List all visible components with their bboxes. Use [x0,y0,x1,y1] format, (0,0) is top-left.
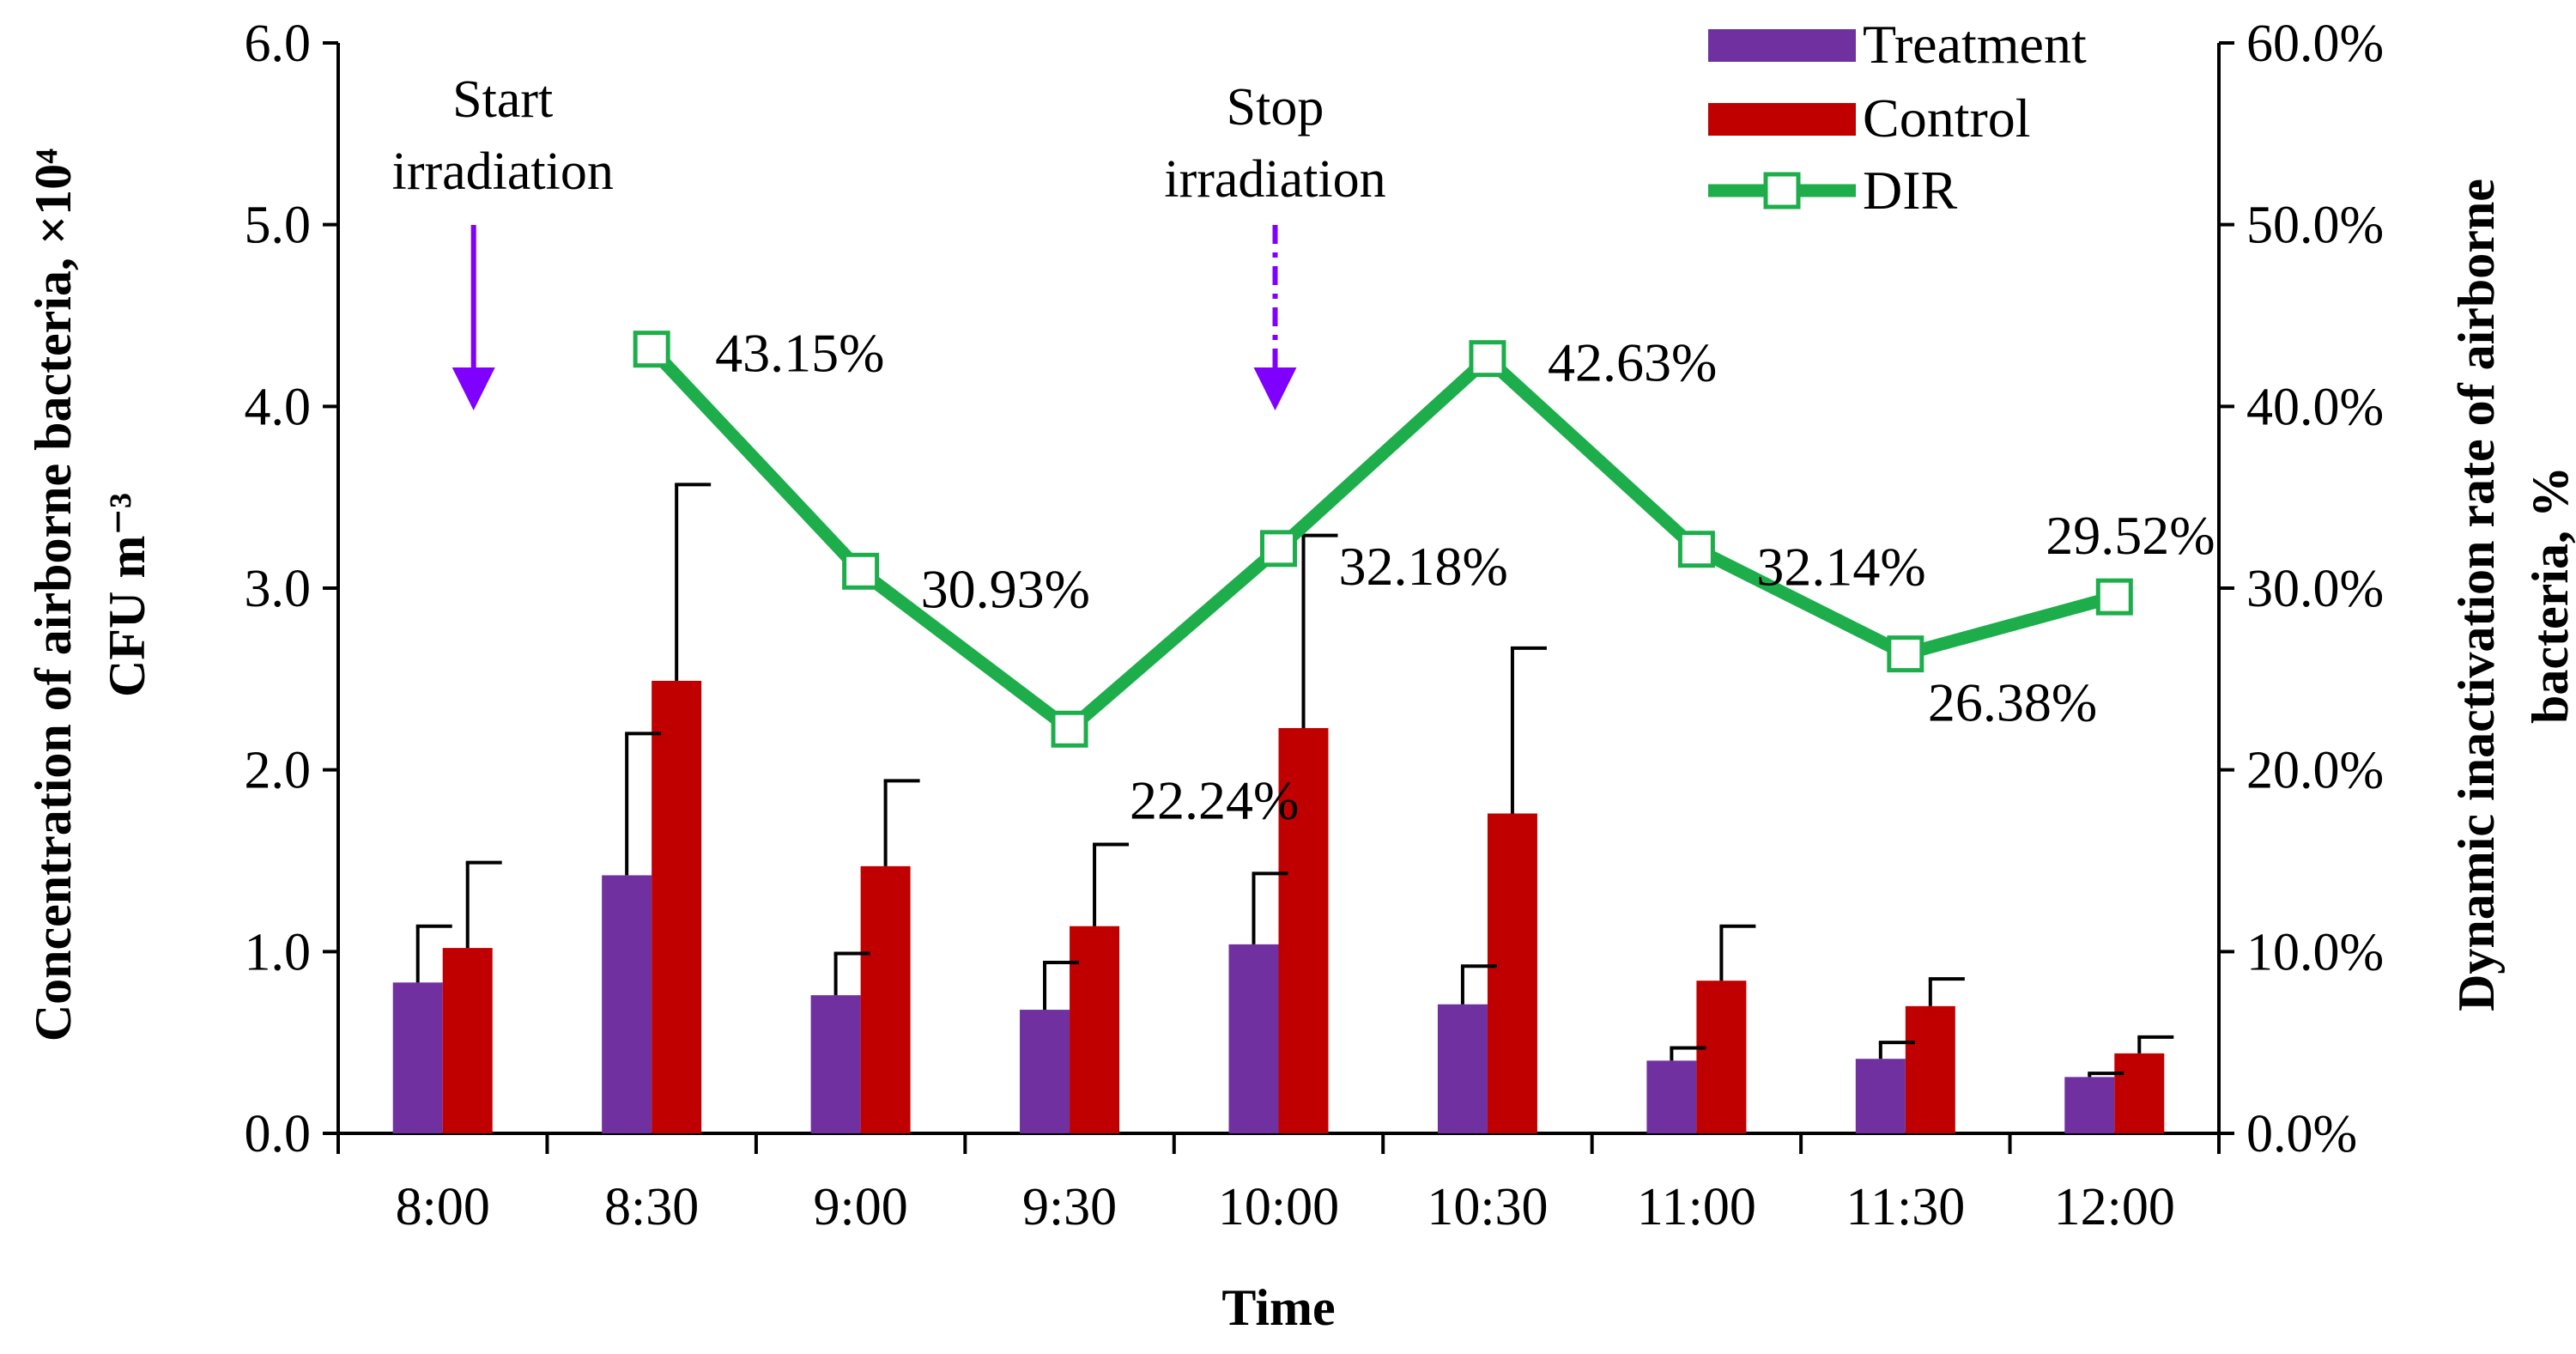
dir-line [646,344,2117,736]
right-axis-title-line: bacteria, % [2522,466,2576,724]
x-axis-title: Time [1221,1279,1335,1336]
bar-control [1070,926,1120,1133]
x-tick-label: 11:30 [1846,1178,1965,1236]
left-axis-title-line: Concentration of airborne bacteria, ×10⁴ [25,149,82,1041]
right-tick-label: 20.0% [2246,742,2384,800]
x-tick-label: 12:00 [2054,1178,2175,1236]
x-tick-label: 8:00 [396,1178,490,1236]
bar-treatment [810,995,861,1133]
right-axis-title: Dynamic inactivation rate of airborne bac… [2448,179,2576,1011]
bar-treatment [1228,944,1279,1133]
bar-control [442,948,493,1133]
right-tick-label: 10.0% [2246,923,2384,981]
bar-treatment [1020,1010,1070,1133]
x-tick-label: 9:00 [813,1178,907,1236]
bar-control [2114,1053,2165,1133]
left-tick-label: 5.0 [245,197,312,255]
dir-data-label: 22.24% [1130,769,1299,830]
right-tick-label: 60.0% [2246,15,2384,73]
dir-data-label: 42.63% [1548,332,1717,393]
legend-swatch-marker [1763,172,1801,209]
bars [392,680,2165,1133]
legend-label: DIR [1863,160,1958,221]
dir-marker [1051,710,1088,748]
legend-label: Treatment [1863,14,2087,75]
x-tick-label: 8:30 [604,1178,699,1236]
dir-data-label: 26.38% [1928,672,2097,733]
error-bars [415,483,2174,1078]
left-tick-label: 1.0 [245,923,312,981]
annotation-text: irradiation [1164,150,1385,209]
bar-control [1696,981,1747,1133]
bar-control [652,680,702,1133]
dir-data-label: 43.15% [715,323,884,384]
dir-marker [1887,635,1924,673]
dir-marker [1677,531,1715,568]
bar-treatment [1646,1060,1697,1133]
x-tick-label: 9:30 [1022,1178,1117,1236]
bar-treatment [602,875,652,1133]
annotation-text: irradiation [392,143,614,201]
bar-control [860,865,911,1133]
data-labels: 43.15% 30.93% 22.24% 32.18% 42.63% 32.14% 26.3… [715,323,2215,831]
left-tick-label: 3.0 [245,560,312,618]
bar-treatment [1437,1004,1488,1133]
legend: Treatment Control DIR [1708,14,2087,221]
right-tick-label: 40.0% [2246,378,2384,436]
bar-treatment [392,982,443,1133]
right-tick-label: 0.0% [2246,1105,2357,1163]
bar-control [1905,1005,1955,1133]
dir-data-label: 32.14% [1756,537,1925,598]
annotation-arrow-head [452,367,495,410]
right-tick-label: 50.0% [2246,197,2384,255]
left-tick-label: 0.0 [245,1105,312,1163]
bar-control [1487,813,1537,1133]
annotation-text: Start [452,70,553,129]
x-tick-label: 11:00 [1637,1178,1756,1236]
legend-label: Control [1863,88,2031,149]
left-axis-title-line: CFU m⁻³ [99,493,155,697]
right-axis-title-line: Dynamic inactivation rate of airborne [2448,179,2505,1011]
left-axis-title: Concentration of airborne bacteria, ×10⁴… [25,149,155,1041]
dir-data-label: 30.93% [921,558,1090,619]
bar-treatment [2064,1077,2115,1133]
annotation-text: Stop [1227,78,1324,137]
x-tick-label: 10:00 [1218,1178,1339,1236]
dir-marker [2095,578,2133,616]
bar-treatment [1855,1059,1906,1133]
dir-marker [633,331,670,368]
dir-marker [1260,530,1297,568]
legend-swatch-control [1708,103,1856,136]
dir-data-label: 32.18% [1339,536,1508,597]
left-tick-label: 2.0 [245,742,312,800]
annotation-arrow-head [1253,367,1297,410]
dir-series [633,331,2133,748]
dir-marker [1469,340,1506,378]
dir-marker [842,552,880,590]
x-tick-label: 10:30 [1427,1178,1548,1236]
axis-titles: Time Concentration of airborne bacteria, … [25,149,2576,1336]
bar-control [1278,727,1329,1133]
dir-data-label: 29.52% [2046,505,2215,566]
left-tick-label: 4.0 [245,378,312,436]
left-tick-label: 6.0 [245,15,312,73]
annotations: Start irradiation Stop irradiation [392,70,1386,410]
axes: 0.0 1.0 2.0 3.0 4.0 5.0 6.0 0.0% 10.0% 20.0% 30.0%… [245,15,2385,1236]
legend-swatch-treatment [1708,29,1856,62]
right-tick-label: 30.0% [2246,560,2384,618]
